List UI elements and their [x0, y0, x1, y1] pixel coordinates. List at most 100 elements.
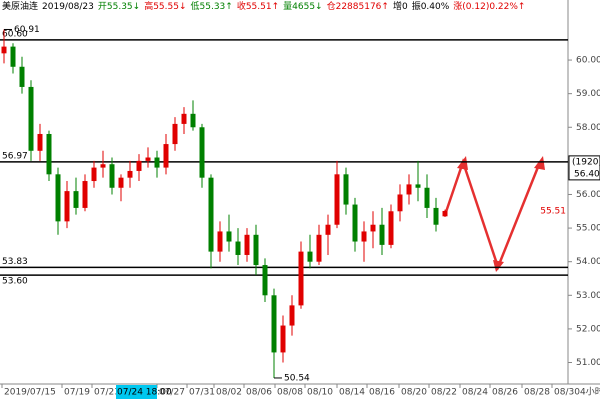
- candle-body: [19, 66, 25, 87]
- candle-body: [28, 86, 34, 151]
- candle: [37, 123, 43, 161]
- candle: [235, 228, 241, 266]
- y-tick-label: 58.00: [576, 123, 600, 133]
- candle: [433, 197, 439, 232]
- candle-body: [325, 224, 331, 235]
- candle: [280, 315, 286, 363]
- header-item: 涨(0.12)0.22%↑: [453, 1, 525, 12]
- candle-body: [55, 174, 61, 222]
- candle-body: [415, 184, 421, 188]
- candle-body: [388, 211, 394, 245]
- candle-body: [424, 187, 430, 208]
- x-tick-label: 08/06: [246, 388, 272, 398]
- arrow-head: [493, 260, 504, 272]
- candle-body: [397, 194, 403, 212]
- candle-body: [1, 46, 7, 54]
- projection-arrows: [444, 158, 542, 271]
- arrow-head: [534, 156, 545, 170]
- x-tick-label: 08/20: [401, 388, 427, 398]
- candle-body: [37, 133, 43, 151]
- candle-body: [46, 133, 52, 175]
- candle-body: [163, 144, 169, 168]
- period-label: 4小时: [580, 386, 600, 398]
- candle: [145, 147, 151, 168]
- x-tick-label: 08/22: [431, 388, 457, 398]
- x-tick-label: 07/27: [159, 388, 185, 398]
- candle-body: [91, 167, 97, 182]
- x-tick-label: 07/19: [64, 388, 90, 398]
- y-tick-label: 52.00: [576, 324, 600, 334]
- candle-body: [127, 170, 133, 178]
- candle: [415, 160, 421, 202]
- candle: [388, 204, 394, 249]
- candle-body: [199, 127, 205, 178]
- candle-body: [190, 113, 196, 128]
- candle: [352, 197, 358, 252]
- level-label: 56.97: [2, 151, 28, 161]
- x-tick-label: 07/31: [189, 388, 215, 398]
- header-item: 量4655↓: [283, 1, 322, 12]
- candle-body: [10, 46, 16, 67]
- cursor-label-bg: [116, 385, 157, 399]
- candle-body: [181, 113, 187, 124]
- header-item: 仓22885176↑: [327, 0, 389, 12]
- candle: [262, 258, 268, 303]
- candle-body: [217, 231, 223, 252]
- candle-body: [298, 251, 304, 306]
- candle: [226, 214, 232, 252]
- countdown-label: (1920): [572, 157, 600, 167]
- x-tick-label: 08/24: [462, 388, 488, 398]
- candle-body: [100, 164, 106, 168]
- candle: [208, 174, 214, 269]
- header-item: 高55.55↓: [144, 0, 186, 12]
- candle: [82, 174, 88, 212]
- candle-body: [442, 210, 448, 217]
- candle: [55, 167, 61, 235]
- candle-body: [154, 157, 160, 168]
- candle: [163, 133, 169, 175]
- candle: [118, 174, 124, 202]
- x-tick-label: 08/30: [554, 388, 580, 398]
- candle-body: [271, 295, 277, 353]
- projection-path: [444, 158, 542, 271]
- candle: [289, 295, 295, 336]
- candle: [442, 209, 448, 217]
- y-tick-label: 53.00: [576, 291, 600, 301]
- level-label: 53.60: [2, 277, 28, 287]
- y-tick-label: 56.00: [576, 190, 600, 200]
- x-tick-label: 08/26: [492, 388, 518, 398]
- candle: [154, 150, 160, 178]
- candle: [172, 117, 178, 151]
- candle: [217, 221, 223, 262]
- arrow-heads: [457, 156, 545, 272]
- last-price-label: 55.51: [540, 206, 566, 216]
- header-item: 振0.40%: [412, 0, 450, 12]
- candle-body: [334, 174, 340, 225]
- candle-body: [226, 231, 232, 242]
- annotation-label: 50.54: [284, 373, 310, 383]
- candle: [307, 234, 313, 269]
- y-tick-label: 51.00: [576, 358, 600, 368]
- candle-body: [172, 123, 178, 145]
- price-box-label: 56.40: [574, 169, 600, 179]
- x-tick-label: 08/28: [524, 388, 550, 398]
- candle: [109, 157, 115, 195]
- x-tick-label: 08/02: [216, 388, 242, 398]
- candle: [136, 154, 142, 182]
- header-item: 开55.35↓: [98, 1, 140, 12]
- candle-body: [118, 177, 124, 188]
- price-box: [568, 155, 600, 181]
- candle: [316, 224, 322, 266]
- candle: [64, 181, 70, 229]
- candle: [397, 184, 403, 222]
- level-label: 60.60: [2, 29, 28, 39]
- candle-body: [361, 231, 367, 242]
- candle: [127, 160, 133, 188]
- header-item: 收55.51↑: [237, 0, 279, 12]
- candle: [73, 177, 79, 215]
- candle-body: [280, 325, 286, 353]
- level-label: 53.83: [2, 257, 28, 267]
- candle-body: [316, 234, 322, 262]
- candle-body: [343, 174, 349, 205]
